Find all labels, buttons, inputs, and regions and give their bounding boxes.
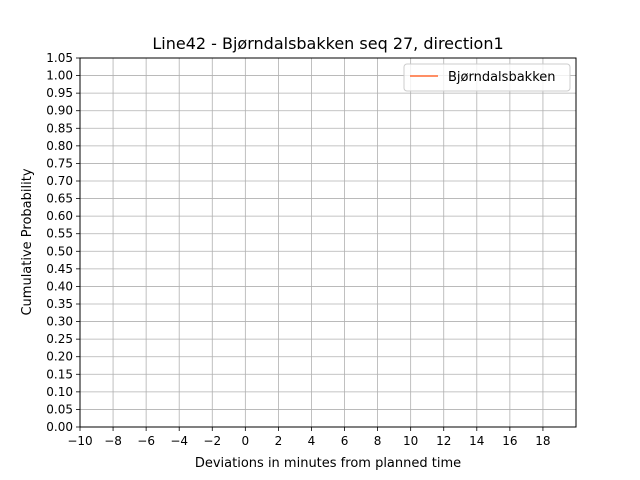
y-tick-label: 0.60: [46, 209, 73, 223]
y-tick-label: 0.10: [46, 385, 73, 399]
x-tick-label: 2: [275, 434, 283, 448]
chart-title: Line42 - Bjørndalsbakken seq 27, directi…: [152, 34, 503, 53]
x-tick-label: 4: [308, 434, 316, 448]
x-tick-label: 8: [374, 434, 382, 448]
x-tick-label: 12: [436, 434, 451, 448]
y-tick-label: 0.20: [46, 350, 73, 364]
x-tick-label: 0: [242, 434, 250, 448]
x-tick-label: −6: [137, 434, 155, 448]
y-tick-label: 0.75: [46, 156, 73, 170]
x-tick-label: 10: [403, 434, 418, 448]
x-tick-label: 16: [502, 434, 517, 448]
x-tick-label: −4: [170, 434, 188, 448]
x-tick-label: 18: [535, 434, 550, 448]
y-tick-label: 1.05: [46, 51, 73, 65]
x-axis-label: Deviations in minutes from planned time: [195, 456, 461, 471]
y-axis-label: Cumulative Probability: [20, 168, 35, 315]
x-tick-label: −10: [67, 434, 92, 448]
y-tick-label: 0.70: [46, 174, 73, 188]
y-tick-label: 0.90: [46, 104, 73, 118]
y-tick-label: 0.50: [46, 244, 73, 258]
y-tick-label: 0.35: [46, 297, 73, 311]
y-tick-label: 0.15: [46, 367, 73, 381]
y-tick-label: 0.55: [46, 227, 73, 241]
y-tick-label: 0.40: [46, 279, 73, 293]
plot-frame: [79, 57, 577, 428]
y-axis: 0.00 0.05 0.10 0.15 0.20 0.25 0.30 0.35 0.40 0.45…: [46, 51, 80, 434]
y-tick-label: 0.30: [46, 315, 73, 329]
y-tick-label: 0.25: [46, 332, 73, 346]
y-tick-label: 0.65: [46, 192, 73, 206]
y-tick-label: 0.80: [46, 139, 73, 153]
y-tick-label: 0.85: [46, 121, 73, 135]
x-axis: −10 −8 −6 −4 −2 0 2 4 6 8 10 12 14 16 18: [67, 427, 551, 448]
x-tick-label: −8: [104, 434, 122, 448]
y-tick-label: 0.95: [46, 86, 73, 100]
y-tick-label: 0.05: [46, 402, 73, 416]
y-tick-label: 1.00: [46, 69, 73, 83]
x-tick-label: −2: [203, 434, 221, 448]
x-tick-label: 14: [469, 434, 484, 448]
legend: Bjørndalsbakken: [403, 63, 571, 92]
x-tick-label: 6: [341, 434, 349, 448]
grid: [79, 57, 576, 428]
y-tick-label: 0.00: [46, 420, 73, 434]
y-tick-label: 0.45: [46, 262, 73, 276]
legend-label: Bjørndalsbakken: [448, 70, 556, 85]
legend-box: [403, 63, 571, 92]
